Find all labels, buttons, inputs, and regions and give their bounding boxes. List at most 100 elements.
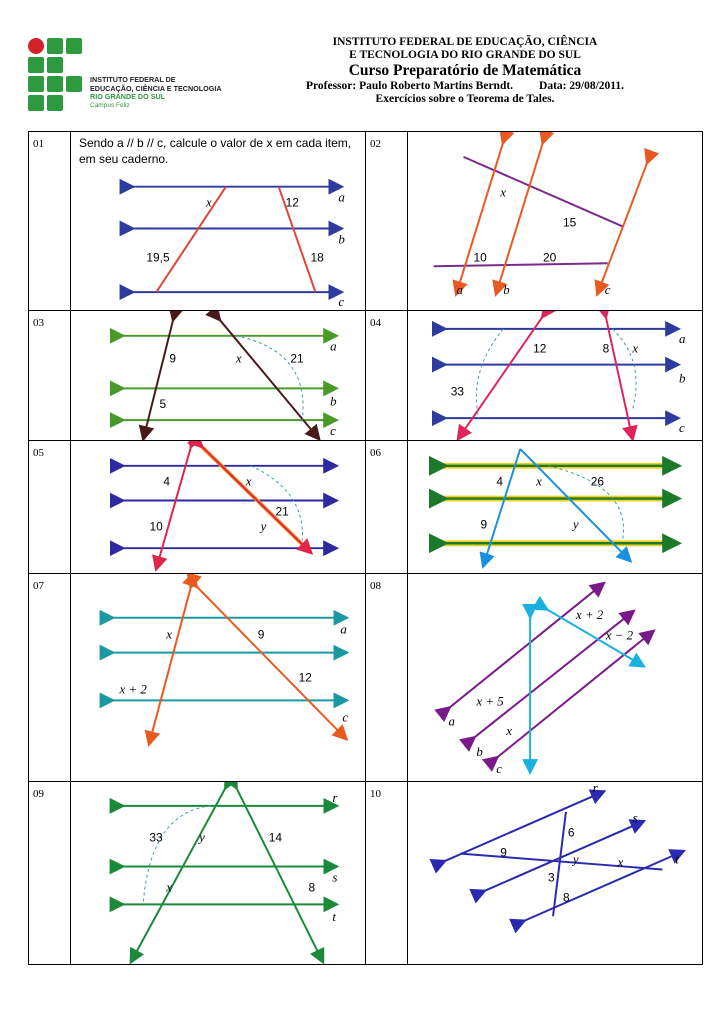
institute-logo: INSTITUTO FEDERAL DE EDUCAÇÃO, CIÊNCIA E… <box>26 36 256 122</box>
label: x + 2 <box>575 607 604 622</box>
label: r <box>593 782 599 795</box>
label: 33 <box>451 384 465 398</box>
label: 33 <box>149 831 163 845</box>
label: c <box>342 709 348 724</box>
label: c <box>330 424 336 438</box>
label: 18 <box>310 250 324 264</box>
institute-name-line1: INSTITUTO FEDERAL DE EDUCAÇÃO, CIÊNCIA <box>332 36 598 48</box>
label: a <box>449 713 455 728</box>
label: t <box>675 852 679 867</box>
worksheet-subtitle: Exercícios sobre o Teorema de Tales. <box>375 93 555 105</box>
label: c <box>679 421 685 435</box>
label: x <box>631 342 638 356</box>
label: x <box>165 627 172 642</box>
label: x <box>499 185 506 200</box>
label: s <box>633 810 638 825</box>
label: x + 2 <box>118 681 147 696</box>
label: c <box>605 282 611 297</box>
label: b <box>330 394 337 408</box>
label: x <box>235 352 242 366</box>
figure-05-svg: 4 x 21 10 y <box>109 441 340 572</box>
label: 5 <box>159 397 166 411</box>
label: 6 <box>568 826 575 840</box>
exercise-08-figure: x + 2 x − 2 x + 5 x a b c <box>407 573 703 782</box>
label: 12 <box>299 670 313 684</box>
exercise-number: 04 <box>365 310 408 441</box>
label: 9 <box>500 846 507 860</box>
label: b <box>338 231 345 246</box>
label: x <box>205 195 212 210</box>
label: a <box>330 340 336 354</box>
label: 14 <box>269 831 283 845</box>
label: 21 <box>290 352 304 366</box>
label: x − 2 <box>605 628 634 643</box>
label: 12 <box>533 342 547 356</box>
label: 8 <box>603 342 610 356</box>
exercise-number: 08 <box>365 573 408 782</box>
label: y <box>197 830 205 845</box>
exercise-number: 02 <box>365 131 408 311</box>
exercise-05-figure: 4 x 21 10 y <box>70 440 366 574</box>
figure-10-svg: r s 6 9 y x t 3 8 <box>429 782 686 934</box>
label: x + 5 <box>475 693 504 708</box>
label: 9 <box>169 352 176 366</box>
label: s <box>332 869 337 884</box>
label: y <box>571 852 579 867</box>
figure-03-svg: 9 x 21 5 a b c <box>109 311 340 440</box>
label: 8 <box>563 890 570 904</box>
logo-mark <box>26 36 86 122</box>
label: 9 <box>258 628 265 642</box>
label: a <box>457 282 463 297</box>
exercise-10-figure: r s 6 9 y x t 3 8 <box>407 781 703 965</box>
document-header: INSTITUTO FEDERAL DE EDUCAÇÃO, CIÊNCIA E… <box>250 36 680 106</box>
exercise-number: 06 <box>365 440 408 574</box>
figure-06-svg: 4 x 26 9 y <box>428 448 683 569</box>
label: a <box>340 622 346 637</box>
label: x <box>617 855 624 870</box>
figure-09-svg: 33 y 14 x 8 r s t <box>109 782 340 964</box>
label: 10 <box>150 519 164 533</box>
label: 10 <box>473 250 487 264</box>
exercise-04-figure: 12 8 x 33 a b c <box>407 310 703 441</box>
exercise-06-figure: 4 x 26 9 y <box>407 440 703 574</box>
exercise-grid: 01 Sendo a // b // c, calcule o valor de… <box>28 131 703 965</box>
label: 12 <box>286 196 300 210</box>
exercise-07-figure: x 9 a x + 2 12 c <box>70 573 366 782</box>
label: a <box>338 190 344 205</box>
exercise-number: 10 <box>365 781 408 965</box>
label: r <box>332 790 338 805</box>
figure-07-svg: x 9 a x + 2 12 c <box>99 574 350 748</box>
figure-08-svg: x + 2 x − 2 x + 5 x a b c <box>434 581 656 776</box>
label: x <box>245 475 252 489</box>
label: a <box>679 332 685 346</box>
label: x <box>165 879 172 894</box>
exercise-number: 05 <box>28 440 71 574</box>
date: Data: 29/08/2011. <box>539 80 625 92</box>
label: 20 <box>543 250 557 264</box>
label: b <box>679 371 686 385</box>
label: y <box>571 517 579 531</box>
label: t <box>332 909 336 924</box>
institute-name-line2: E TECNOLOGIA DO RIO GRANDE DO SUL <box>349 49 581 61</box>
figure-02-svg: x 15 10 20 a b c <box>433 132 660 297</box>
label: x <box>535 475 542 489</box>
exercise-09-figure: 33 y 14 x 8 r s t <box>70 781 366 965</box>
exercise-number: 01 <box>28 131 71 311</box>
label: 3 <box>548 870 555 884</box>
label: b <box>503 282 510 297</box>
figure-04-svg: 12 8 x 33 a b c <box>431 311 686 440</box>
label: 15 <box>563 215 577 229</box>
label: c <box>496 761 502 776</box>
exercise-number: 03 <box>28 310 71 441</box>
label: b <box>476 744 483 759</box>
label: 9 <box>481 517 488 531</box>
instruction-text: Sendo a // b // c, calcule o valor de x … <box>79 136 352 166</box>
label: 19,5 <box>146 250 170 264</box>
label: x <box>505 723 512 738</box>
exercise-01-figure: Sendo a // b // c, calcule o valor de x … <box>70 131 366 311</box>
professor-name: Professor: Paulo Roberto Martins Berndt. <box>305 80 514 92</box>
exercise-number: 07 <box>28 573 71 782</box>
logo-text: INSTITUTO FEDERAL DE EDUCAÇÃO, CIÊNCIA E… <box>90 75 222 109</box>
exercise-number: 09 <box>28 781 71 965</box>
course-title: Curso Preparatório de Matemática <box>348 62 582 79</box>
